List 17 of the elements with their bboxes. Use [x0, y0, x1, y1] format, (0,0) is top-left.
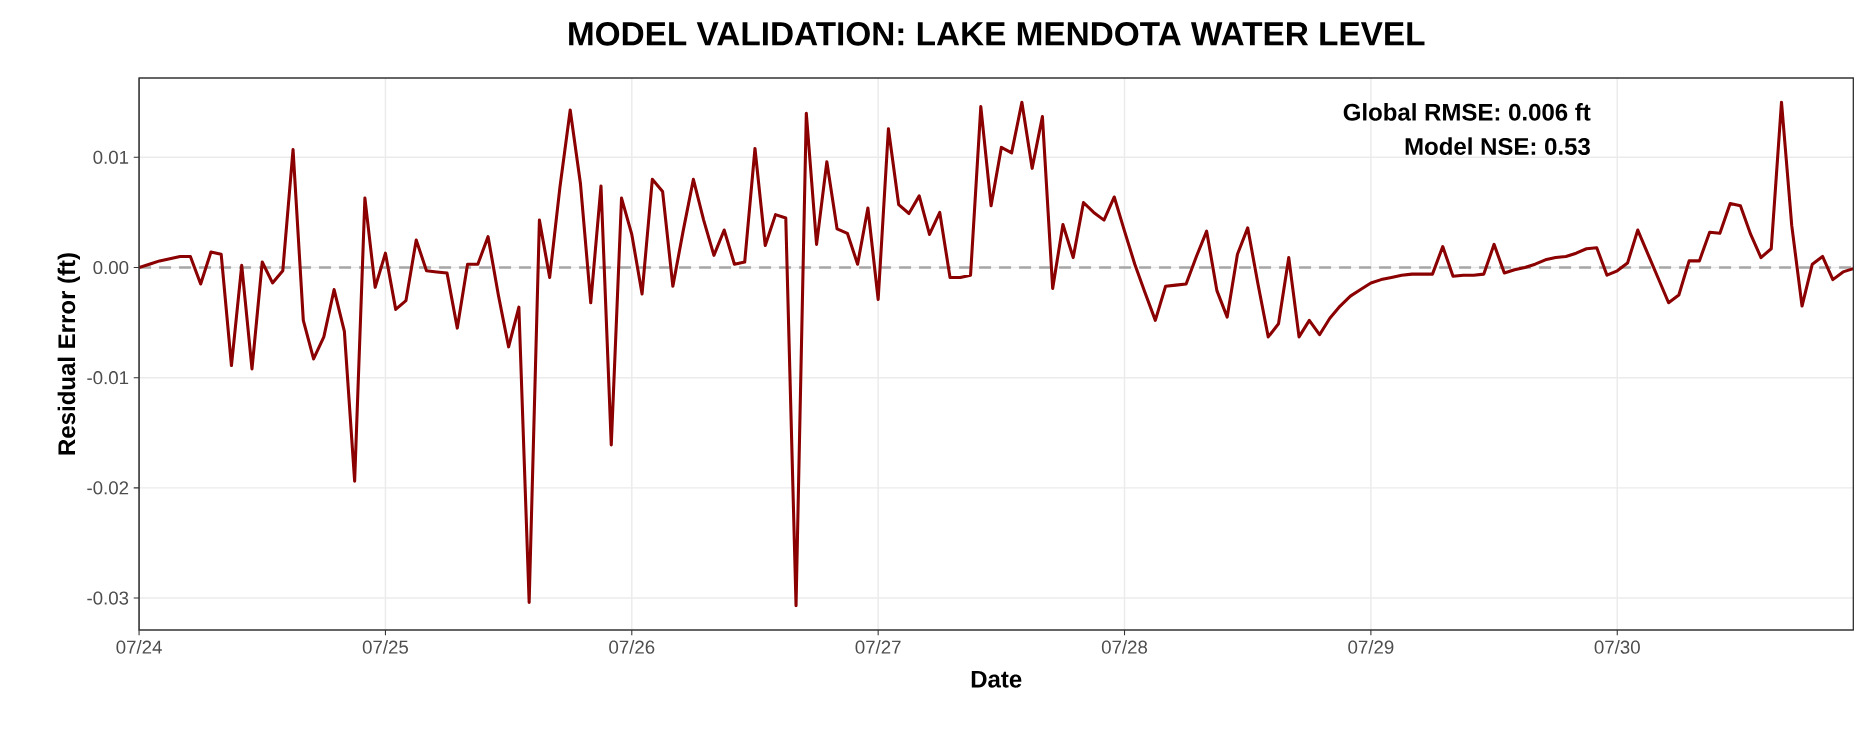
x-tick-label: 07/27	[855, 640, 901, 654]
chart-title: MODEL VALIDATION: LAKE MENDOTA WATER LEVEL	[569, 22, 1425, 46]
y-tick-label: 0.01	[93, 150, 129, 164]
x-axis-title: Date	[971, 670, 1022, 688]
x-tick-label: 07/30	[1594, 640, 1640, 654]
x-tick-label: 07/25	[362, 640, 408, 654]
y-tick-label: -0.01	[87, 371, 129, 385]
y-tick-label: -0.02	[87, 481, 129, 495]
annotation: Model NSE: 0.53	[1405, 137, 1590, 155]
annotation: Global RMSE: 0.006 ft	[1343, 103, 1591, 121]
x-tick-label: 07/29	[1348, 640, 1394, 654]
x-tick-label: 07/28	[1101, 640, 1148, 654]
x-tick-label: 07/26	[609, 640, 655, 654]
y-axis-title: Residual Error (ft)	[57, 253, 80, 455]
x-tick-label: 07/24	[116, 640, 162, 654]
y-tick-label: 0.00	[93, 260, 129, 275]
y-tick-label: -0.03	[87, 591, 129, 605]
